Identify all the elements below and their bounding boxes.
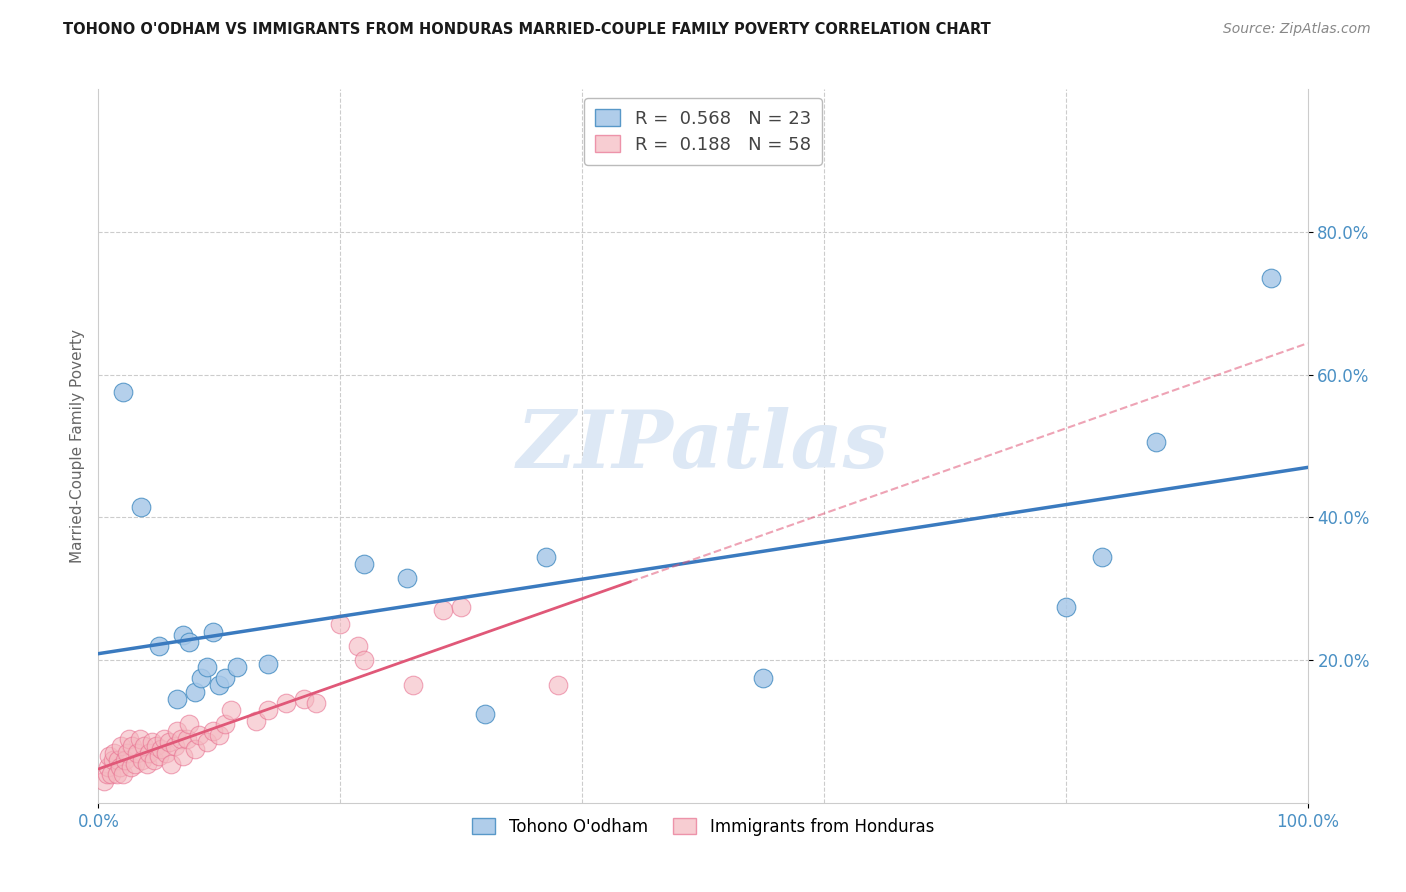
Point bbox=[96, 767, 118, 781]
Point bbox=[176, 731, 198, 746]
Text: ZIPatlas: ZIPatlas bbox=[517, 408, 889, 484]
Point bbox=[97, 760, 120, 774]
Point bbox=[107, 753, 129, 767]
Point bbox=[98, 749, 121, 764]
Point bbox=[103, 746, 125, 760]
Point bbox=[202, 724, 225, 739]
Point bbox=[108, 760, 131, 774]
Point bbox=[1146, 435, 1168, 450]
Point bbox=[117, 746, 139, 760]
Point bbox=[226, 660, 249, 674]
Point bbox=[160, 756, 183, 771]
Point bbox=[221, 703, 243, 717]
Point bbox=[353, 653, 375, 667]
Point bbox=[329, 617, 352, 632]
Point bbox=[138, 746, 160, 760]
Point bbox=[184, 742, 207, 756]
Point bbox=[292, 692, 315, 706]
Point bbox=[114, 753, 136, 767]
Point bbox=[121, 739, 143, 753]
Point bbox=[245, 714, 267, 728]
Point bbox=[214, 671, 236, 685]
Point bbox=[111, 385, 134, 400]
Point bbox=[163, 739, 186, 753]
Point bbox=[148, 639, 170, 653]
Point bbox=[547, 678, 569, 692]
Point bbox=[190, 671, 212, 685]
Point bbox=[274, 696, 297, 710]
Point bbox=[214, 717, 236, 731]
Point bbox=[166, 724, 188, 739]
Point bbox=[179, 717, 201, 731]
Point bbox=[1260, 271, 1282, 285]
Point bbox=[402, 678, 425, 692]
Point bbox=[395, 571, 418, 585]
Point bbox=[134, 739, 156, 753]
Point bbox=[141, 735, 163, 749]
Legend: Tohono O'odham, Immigrants from Honduras: Tohono O'odham, Immigrants from Honduras bbox=[464, 810, 942, 845]
Point bbox=[184, 685, 207, 699]
Point bbox=[127, 746, 149, 760]
Point bbox=[195, 660, 218, 674]
Point bbox=[152, 731, 174, 746]
Point bbox=[124, 756, 146, 771]
Point bbox=[752, 671, 775, 685]
Point bbox=[131, 753, 153, 767]
Point bbox=[172, 749, 194, 764]
Point bbox=[179, 635, 201, 649]
Point bbox=[155, 746, 177, 760]
Point bbox=[187, 728, 209, 742]
Point bbox=[120, 760, 142, 774]
Point bbox=[208, 678, 231, 692]
Point bbox=[172, 628, 194, 642]
Point bbox=[474, 706, 496, 721]
Point bbox=[145, 739, 167, 753]
Point bbox=[305, 696, 328, 710]
Point bbox=[93, 774, 115, 789]
Point bbox=[166, 692, 188, 706]
Point bbox=[100, 767, 122, 781]
Point bbox=[534, 549, 557, 564]
Point bbox=[135, 756, 157, 771]
Point bbox=[157, 735, 180, 749]
Point bbox=[208, 728, 231, 742]
Point bbox=[150, 742, 173, 756]
Point bbox=[143, 753, 166, 767]
Point bbox=[195, 735, 218, 749]
Point bbox=[202, 624, 225, 639]
Text: Source: ZipAtlas.com: Source: ZipAtlas.com bbox=[1223, 22, 1371, 37]
Text: TOHONO O'ODHAM VS IMMIGRANTS FROM HONDURAS MARRIED-COUPLE FAMILY POVERTY CORRELA: TOHONO O'ODHAM VS IMMIGRANTS FROM HONDUR… bbox=[63, 22, 991, 37]
Point bbox=[432, 603, 454, 617]
Point bbox=[450, 599, 472, 614]
Point bbox=[353, 557, 375, 571]
Point bbox=[1091, 549, 1114, 564]
Point bbox=[1054, 599, 1077, 614]
Point bbox=[105, 767, 128, 781]
Point bbox=[118, 731, 141, 746]
Point bbox=[128, 731, 150, 746]
Point bbox=[256, 657, 278, 671]
Point bbox=[347, 639, 370, 653]
Point bbox=[148, 749, 170, 764]
Point bbox=[256, 703, 278, 717]
Point bbox=[101, 753, 124, 767]
Point bbox=[169, 731, 191, 746]
Point bbox=[129, 500, 152, 514]
Point bbox=[110, 739, 132, 753]
Y-axis label: Married-Couple Family Poverty: Married-Couple Family Poverty bbox=[69, 329, 84, 563]
Point bbox=[111, 767, 134, 781]
